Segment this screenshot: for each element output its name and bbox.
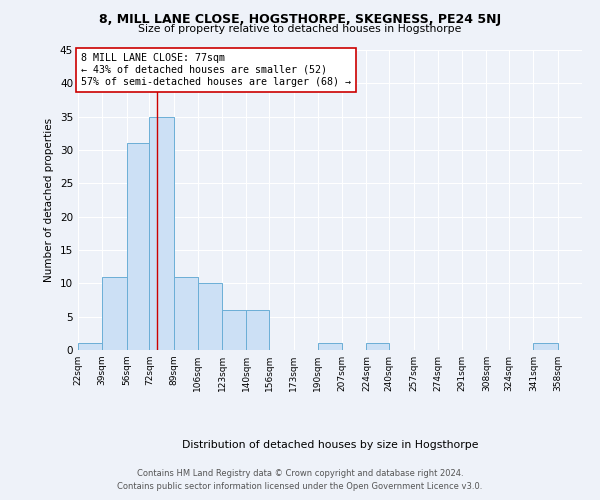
Bar xyxy=(78,344,102,350)
Bar xyxy=(127,144,149,350)
Text: Size of property relative to detached houses in Hogsthorpe: Size of property relative to detached ho… xyxy=(139,24,461,34)
Bar xyxy=(149,116,173,350)
Bar xyxy=(533,344,558,350)
Bar xyxy=(367,344,389,350)
X-axis label: Distribution of detached houses by size in Hogsthorpe: Distribution of detached houses by size … xyxy=(182,440,478,450)
Y-axis label: Number of detached properties: Number of detached properties xyxy=(44,118,55,282)
Bar xyxy=(318,344,342,350)
Text: 8 MILL LANE CLOSE: 77sqm
← 43% of detached houses are smaller (52)
57% of semi-d: 8 MILL LANE CLOSE: 77sqm ← 43% of detach… xyxy=(81,54,351,86)
Bar xyxy=(247,310,269,350)
Bar xyxy=(173,276,198,350)
Bar xyxy=(222,310,247,350)
Text: 8, MILL LANE CLOSE, HOGSTHORPE, SKEGNESS, PE24 5NJ: 8, MILL LANE CLOSE, HOGSTHORPE, SKEGNESS… xyxy=(99,12,501,26)
Text: Contains HM Land Registry data © Crown copyright and database right 2024.
Contai: Contains HM Land Registry data © Crown c… xyxy=(118,470,482,491)
Bar xyxy=(102,276,127,350)
Bar xyxy=(198,284,222,350)
